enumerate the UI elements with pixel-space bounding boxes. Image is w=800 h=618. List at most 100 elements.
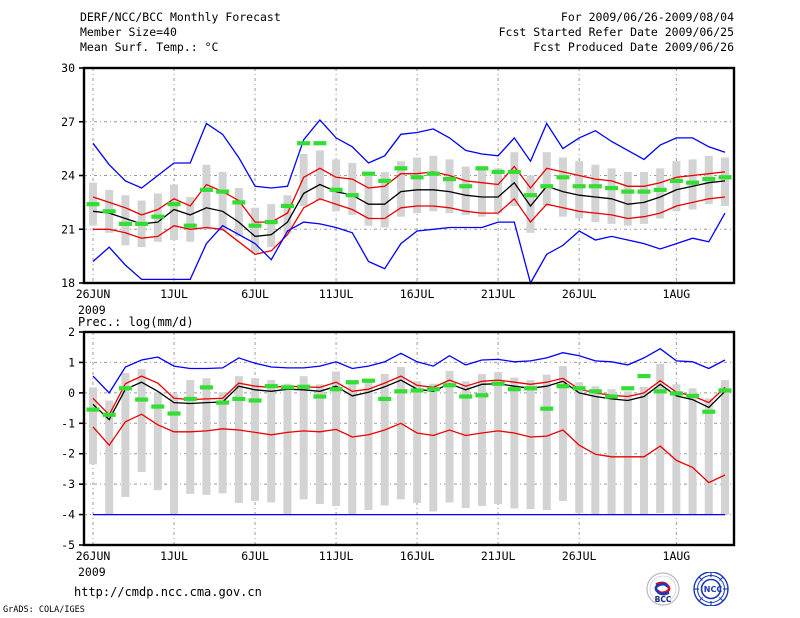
header-title: DERF/NCC/BCC Monthly Forecast <box>80 10 281 24</box>
y-tick-label: -2 <box>61 447 75 461</box>
ensemble-spread-bar <box>704 398 713 515</box>
ensemble-spread-bar <box>234 188 243 237</box>
ensemble-spread-bar <box>170 184 179 240</box>
ensemble-spread-bar <box>364 175 373 226</box>
ensemble-spread-bar <box>575 161 584 219</box>
ncc-logo-icon: NCC <box>693 572 729 606</box>
ensemble-spread-bar <box>429 155 438 212</box>
ensemble-spread-bar <box>153 392 162 491</box>
y-tick-label: -4 <box>61 508 75 522</box>
x-tick-label: 26JUN <box>76 549 111 563</box>
svg-text:NCC: NCC <box>704 585 723 594</box>
ensemble-spread-bar <box>267 204 276 248</box>
svg-text:BCC: BCC <box>655 595 672 604</box>
ensemble-spread-bar <box>639 386 648 515</box>
ensemble-spread-bar <box>364 380 373 511</box>
ensemble-spread-bar <box>526 380 535 510</box>
ensemble-spread-bar <box>656 168 665 219</box>
ensemble-spread-bar <box>510 377 519 509</box>
ensemble-spread-bar <box>575 382 584 514</box>
x-tick-label: 21JUL <box>481 549 516 563</box>
header-produced-date: Fcst Produced Date 2009/06/26 <box>533 40 734 54</box>
ensemble-spread-bar <box>429 383 438 512</box>
ensemble-spread-bar <box>121 195 130 246</box>
series-line-upper-quartile <box>92 165 726 223</box>
x-tick-label: 1AUG <box>663 287 691 301</box>
plot-frame <box>82 66 736 285</box>
ensemble-spread-bar <box>672 384 681 515</box>
ensemble-spread-bar <box>639 171 648 224</box>
ensemble-spread-bar <box>510 152 519 206</box>
y-tick-label: -1 <box>61 416 75 430</box>
ensemble-spread-bar <box>688 388 697 515</box>
y-tick-label: 30 <box>61 61 75 75</box>
series-line-ensemble-mean <box>92 379 726 421</box>
x-tick-label: 1JUL <box>160 549 188 563</box>
x-tick-label: 6JUL <box>241 287 269 301</box>
plot-frame <box>82 330 736 547</box>
ensemble-spread-bar <box>251 378 260 501</box>
ensemble-spread-bar <box>607 389 616 515</box>
ensemble-spread-bar <box>558 157 567 217</box>
series-line-maximum <box>92 119 726 189</box>
ensemble-spread-bar <box>283 195 292 233</box>
y-tick-label: 1 <box>68 355 75 369</box>
y-tick-label: 24 <box>61 169 75 183</box>
plot-panel-1: 18 21 24 27 30 26JUN 1JUL 6JUL 11JUL 16JUL 21JUL 26… <box>61 61 736 301</box>
series-line-maximum <box>92 347 726 394</box>
ensemble-spread-bar <box>542 374 551 511</box>
ensemble-spread-bar <box>283 383 292 515</box>
year-label-top: 2009 <box>78 303 106 317</box>
footer-url[interactable]: http://cmdp.ncc.cma.gov.cn <box>74 585 262 599</box>
x-tick-label: 11JUL <box>319 287 354 301</box>
ensemble-spread-bar <box>315 384 324 504</box>
ensemble-spread-bar <box>672 161 681 212</box>
y-tick-label: -3 <box>61 477 75 491</box>
x-tick-label: 1AUG <box>663 549 691 563</box>
ensemble-spread-bar <box>721 157 729 206</box>
series-line-upper-quartile <box>92 375 726 416</box>
year-label-bottom: 2009 <box>78 565 106 579</box>
ensemble-spread-bar <box>315 150 324 201</box>
header-refer-date: Fcst Started Refer Date 2009/06/25 <box>498 25 734 39</box>
x-tick-label: 26JUN <box>76 287 111 301</box>
ensemble-spread-bar <box>137 369 146 472</box>
bcc-logo-icon: BCC <box>646 572 680 606</box>
ensemble-spread-bar <box>656 363 665 514</box>
ensemble-spread-bar <box>542 152 551 206</box>
ensemble-spread-bar <box>623 391 632 515</box>
ensemble-spread-bar <box>445 159 454 214</box>
ensemble-spread-bar <box>396 161 405 217</box>
x-tick-label: 16JUL <box>400 287 435 301</box>
ensemble-spread-bar <box>332 159 341 212</box>
x-tick-label: 6JUL <box>241 549 269 563</box>
ensemble-spread-bar <box>218 171 227 232</box>
ensemble-spread-bar <box>89 387 97 465</box>
agency-logos: BCC NCC <box>645 572 750 606</box>
ensemble-spread-bar <box>299 376 308 500</box>
ensemble-spread-bar <box>186 197 195 242</box>
ensemble-spread-bar <box>477 168 486 217</box>
x-tick-label: 11JUL <box>319 549 354 563</box>
ensemble-spread-bar <box>413 381 422 504</box>
ensemble-spread-bar <box>413 157 422 214</box>
ensemble-spread-bar <box>202 164 211 230</box>
x-tick-label: 1JUL <box>160 287 188 301</box>
ensemble-spread-bar <box>380 373 389 506</box>
ensemble-spread-bar <box>591 164 600 223</box>
precipitation-panel-label: Prec.: log(mm/d) <box>78 315 194 329</box>
y-tick-label: 18 <box>61 276 75 290</box>
x-tick-label: 26JUL <box>562 549 597 563</box>
ensemble-spread-bar <box>461 381 470 508</box>
ensemble-spread-bar <box>494 372 503 504</box>
ensemble-spread-bar <box>721 380 729 515</box>
y-tick-label: -5 <box>61 538 75 552</box>
ensemble-spread-bar <box>251 207 260 253</box>
ensemble-spread-bar <box>170 394 179 515</box>
ensemble-spread-bar <box>477 373 486 507</box>
ensemble-spread-bar <box>218 392 227 494</box>
ensemble-spread-bar <box>186 380 195 494</box>
ensemble-spread-bar <box>105 400 114 515</box>
y-tick-label: 2 <box>68 325 75 339</box>
